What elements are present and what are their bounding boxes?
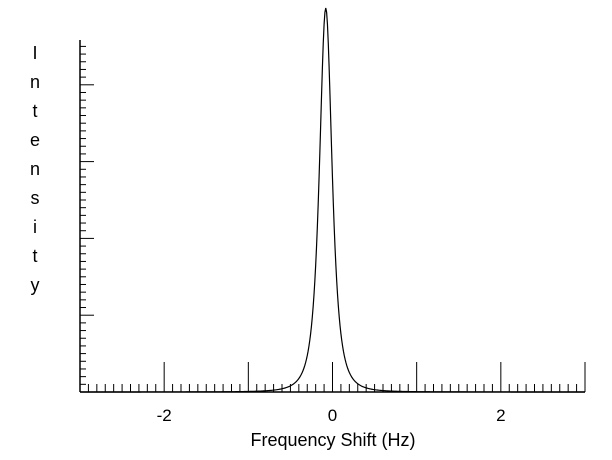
y-axis-label-letter: y <box>30 275 40 295</box>
x-tick-label: -2 <box>157 406 172 425</box>
x-tick-label: 0 <box>328 406 337 425</box>
x-axis-label: Frequency Shift (Hz) <box>250 430 415 450</box>
axes <box>79 40 585 393</box>
y-axis-label-letter: i <box>33 217 37 237</box>
y-axis-label-letter: I <box>32 43 38 63</box>
tick-labels: -2 0 2 <box>157 406 506 425</box>
y-axis-label-letter: t <box>32 246 38 266</box>
y-axis-label-letter: e <box>29 130 40 150</box>
y-axis-label-letter: t <box>32 101 38 121</box>
x-tick-label: 2 <box>496 406 505 425</box>
spectrum-line <box>80 7 585 393</box>
y-axis-label-letter: n <box>29 72 40 92</box>
ticks <box>79 45 586 393</box>
y-axis-label-letter: s <box>30 188 40 208</box>
y-axis-label-letter: n <box>29 159 40 179</box>
